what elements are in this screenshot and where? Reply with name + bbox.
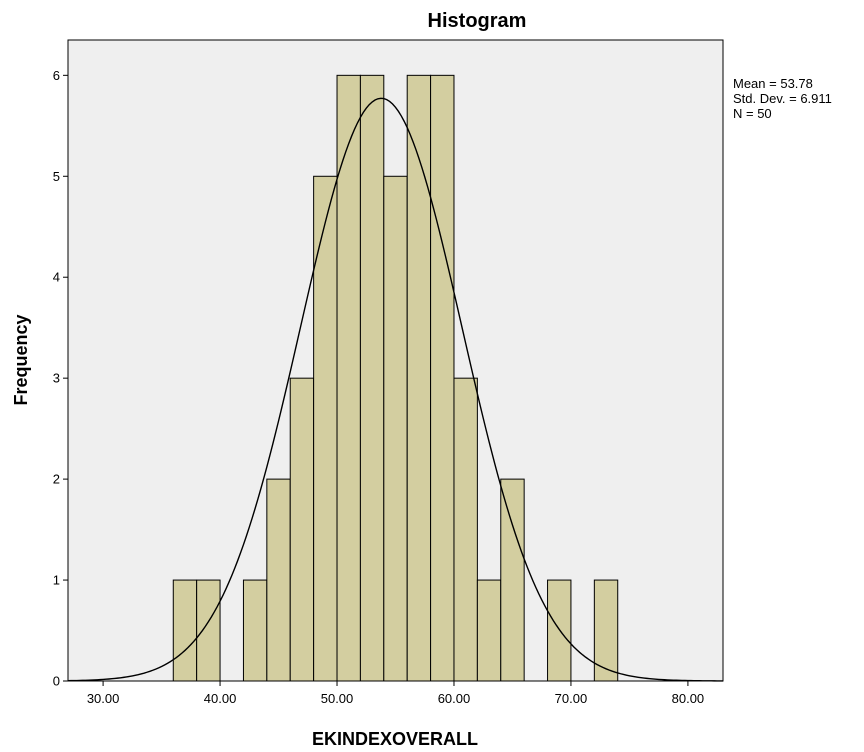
y-tick-label: 3: [53, 371, 60, 386]
y-tick-label: 2: [53, 472, 60, 487]
x-tick-label: 70.00: [555, 691, 588, 706]
std-dev-stat: Std. Dev. = 6.911: [733, 91, 832, 106]
chart-title: Histogram: [428, 10, 527, 32]
histogram-bar-9: [383, 175, 408, 682]
stats-box: Mean = 53.78 Std. Dev. = 6.911 N = 50: [733, 76, 832, 121]
histogram-bar-14: [500, 478, 525, 682]
x-tick-label: 60.00: [438, 691, 471, 706]
x-tick-label: 30.00: [87, 691, 120, 706]
histogram-bar-1: [196, 579, 221, 682]
y-tick-label: 5: [53, 169, 60, 184]
histogram-bar-10: [406, 74, 432, 682]
histogram-bar-13: [476, 579, 502, 682]
histogram-bar-18: [593, 579, 619, 682]
histogram-bar-6: [313, 175, 338, 682]
histogram-bar-11: [430, 74, 455, 682]
x-tick-label: 80.00: [672, 691, 705, 706]
histogram-bar-4: [266, 478, 291, 682]
y-tick-label: 1: [53, 573, 60, 588]
y-tick-label: 0: [53, 674, 60, 689]
histogram-bar-5: [289, 377, 315, 682]
n-stat: N = 50: [733, 106, 772, 121]
histogram-bar-0: [172, 579, 198, 682]
x-axis: 30.00 40.00 50.00 60.00 70.00 80.00: [87, 681, 704, 706]
y-axis: 0 1 2 3 4 5 6: [53, 68, 68, 689]
mean-stat: Mean = 53.78: [733, 76, 813, 91]
x-tick-label: 50.00: [321, 691, 354, 706]
histogram-bar-3: [242, 579, 268, 682]
histogram-bar-12: [453, 377, 478, 682]
bars-group: [172, 74, 619, 682]
y-tick-label: 4: [53, 270, 60, 285]
normal-curve: [67, 97, 724, 682]
x-tick-label: 40.00: [204, 691, 237, 706]
y-tick-label: 6: [53, 68, 60, 83]
y-axis-label: Frequency: [11, 314, 31, 405]
histogram-bar-8: [359, 74, 385, 682]
x-axis-label: EKINDEXOVERALL: [312, 729, 478, 749]
